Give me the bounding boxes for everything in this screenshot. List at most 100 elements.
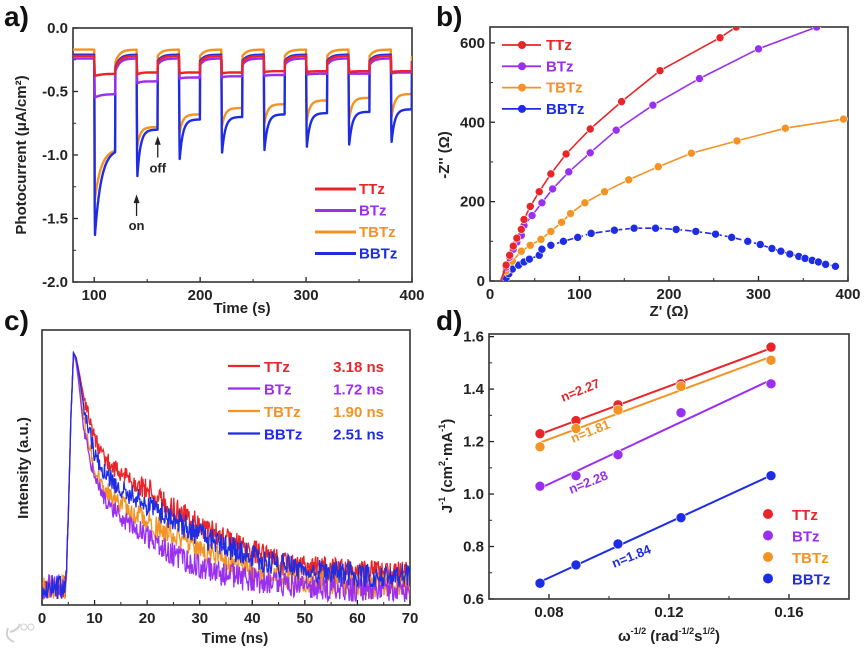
data-point-BBTz	[691, 227, 701, 236]
data-point-BBTz	[559, 237, 568, 246]
xlabel-part: s	[694, 628, 702, 645]
plot-area-b	[499, 27, 848, 281]
legend-marker-BTz	[763, 530, 773, 541]
data-point-BBTz	[821, 260, 830, 269]
plot-area-a	[73, 48, 412, 237]
x-tick-label: 100	[567, 286, 592, 303]
data-point-TBTz	[570, 423, 582, 434]
data-point-BBTz	[612, 538, 624, 550]
arrow-on-head-icon	[133, 194, 140, 204]
data-point-TTz	[525, 202, 535, 211]
data-point-TTz	[765, 341, 777, 353]
legend-lifetime-BTz: 1.72 ns	[333, 382, 384, 399]
annotation-off: off	[149, 161, 166, 176]
data-point-BBTz	[755, 240, 765, 249]
data-point-TBTz	[580, 198, 590, 208]
data-point-TTz	[505, 250, 514, 260]
legend-marker-BTz	[518, 62, 526, 71]
x-tick-label: 10	[86, 610, 103, 627]
data-point-TBTz	[534, 441, 546, 453]
data-point-BBTz	[814, 257, 823, 267]
ylabel-part: (cm	[439, 466, 456, 497]
y-tick-label: 1.2	[463, 434, 484, 451]
data-point-BBTz	[546, 240, 556, 250]
y-tick-label: 0	[477, 273, 485, 290]
xlabel-sup: -1/2	[679, 626, 695, 636]
data-point-BBTz	[800, 254, 810, 263]
data-point-TBTz	[612, 404, 624, 416]
slope-label-TTz: n=2.27	[559, 376, 602, 405]
data-point-TTz	[617, 97, 626, 106]
data-point-BBTz	[831, 262, 840, 271]
data-point-BTz	[548, 184, 557, 194]
ylabel-sup: 2	[437, 461, 447, 466]
data-point-BBTz	[776, 246, 786, 256]
panel-a-ylabel: Photocurrent (μA/cm²)	[13, 75, 30, 234]
data-point-TBTz	[653, 162, 663, 171]
data-point-TTz	[534, 187, 544, 197]
legend-marker-BBTz	[518, 104, 526, 113]
legend-label-TBTz: TBTz	[264, 404, 301, 421]
x-tick-label: 0.16	[774, 604, 803, 621]
axes-panel-a: 100 200 300 400 0.0 -0.5 -1.0 -1.5 -2.0	[42, 20, 424, 304]
series-line-BTz	[42, 352, 410, 603]
data-point-BTz	[695, 74, 704, 83]
panel-label-d: d)	[436, 305, 462, 336]
panel-label-a: a)	[4, 1, 29, 32]
data-point-BTz	[564, 167, 574, 177]
data-point-TBTz	[732, 136, 742, 146]
data-point-BBTz	[537, 244, 547, 254]
data-point-TTz	[508, 241, 518, 251]
data-point-BBTz	[743, 237, 753, 246]
data-point-BBTz	[525, 254, 534, 264]
data-point-BTz	[812, 27, 821, 32]
x-tick-label: 200	[188, 287, 213, 304]
legend-label-BBTz: BBTz	[792, 572, 830, 589]
x-tick-label: 50	[297, 610, 314, 627]
legend-marker-TTz	[763, 509, 773, 519]
data-point-TBTz	[546, 227, 556, 236]
legend-lifetime-TTz: 3.18 ns	[333, 359, 384, 376]
data-point-TBTz	[525, 240, 535, 250]
legend-marker-BBTz	[763, 573, 773, 584]
data-point-BTz	[765, 378, 777, 390]
x-tick-label: 0	[486, 286, 494, 303]
y-tick-label: 400	[460, 114, 485, 131]
plot-area-c	[42, 350, 410, 603]
legend-label-TBTz: TBTz	[359, 224, 396, 241]
series-line-TTz	[73, 54, 412, 78]
arrow-off-head-icon	[154, 135, 161, 145]
xlabel-part: )	[715, 628, 720, 645]
x-tick-label: 30	[191, 610, 208, 627]
x-tick-label: 40	[244, 610, 261, 627]
data-point-TBTz	[839, 114, 848, 124]
data-point-TBTz	[765, 354, 777, 366]
data-point-TBTz	[600, 187, 609, 197]
data-point-TBTz	[536, 235, 546, 244]
x-tick-label: 0.12	[654, 604, 683, 621]
data-point-BTz	[537, 198, 547, 208]
data-point-BTz	[527, 211, 537, 220]
data-point-TTz	[655, 66, 665, 75]
legend-lifetime-TBTz: 1.90 ns	[333, 404, 384, 421]
y-tick-label: -2.0	[42, 274, 68, 291]
panel-c-xlabel: Time (ns)	[202, 630, 268, 647]
data-point-BBTz	[727, 233, 736, 242]
data-point-TBTz	[557, 217, 566, 227]
data-point-TTz	[561, 149, 571, 159]
x-tick-label: 60	[349, 610, 366, 627]
data-point-TBTz	[566, 209, 575, 218]
y-tick-label: 0.8	[463, 539, 484, 556]
plot-frame	[488, 333, 850, 600]
x-tick-label: 300	[294, 287, 319, 304]
data-point-BBTz	[765, 470, 777, 481]
y-tick-label: -1.0	[42, 147, 68, 164]
data-point-BBTz	[767, 244, 777, 253]
data-point-BTz	[648, 100, 658, 110]
data-point-BBTz	[570, 559, 582, 571]
x-tick-label: 300	[746, 286, 771, 303]
y-tick-label: 1.6	[463, 329, 484, 346]
legend-label-BBTz: BBTz	[359, 246, 397, 263]
data-point-TBTz	[675, 381, 687, 392]
